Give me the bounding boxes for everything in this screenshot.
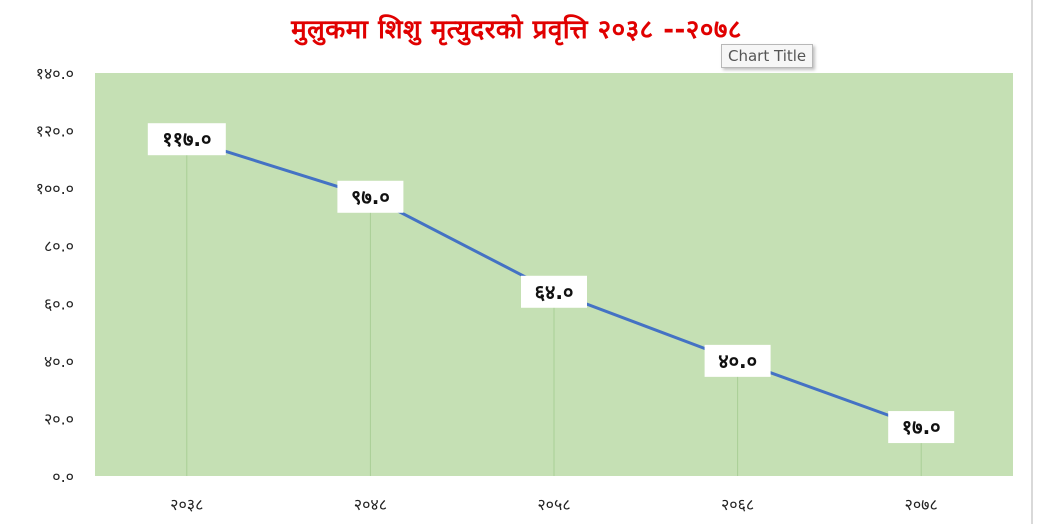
- data-label-box: [147, 123, 226, 156]
- y-tick-label: २०.०: [44, 409, 74, 428]
- y-tick-label: ४०.०: [44, 352, 74, 371]
- data-label: ९७.०: [351, 185, 390, 209]
- x-tick-label: २०७८: [905, 495, 938, 514]
- data-label-box: [888, 411, 955, 444]
- data-label-box: [521, 275, 587, 308]
- y-tick-label: १००.०: [36, 179, 74, 198]
- x-tick-label: २०४८: [354, 495, 387, 514]
- data-label: १७.०: [902, 415, 941, 439]
- chart-title-tooltip: Chart Title: [721, 44, 814, 68]
- x-tick-label: २०३८: [170, 495, 203, 514]
- y-tick-label: ६०.०: [44, 294, 74, 313]
- data-label: ४०.०: [718, 349, 757, 373]
- data-label-box: [337, 180, 404, 213]
- y-tick-label: १४०.०: [36, 64, 74, 83]
- x-axis: २०३८ २०४८ २०५८ २०६८ २०७८: [170, 495, 938, 514]
- y-tick-label: ८०.०: [44, 237, 74, 256]
- x-tick-label: २०५८: [537, 495, 570, 514]
- y-axis: ०.० २०.० ४०.० ६०.० ८०.० १००.० १२०.० १४०.०: [36, 64, 74, 486]
- y-tick-label: १२०.०: [36, 122, 74, 141]
- y-tick-label: ०.०: [52, 467, 74, 486]
- data-label-box: [704, 344, 771, 377]
- data-labels: ११७.० ९७.० ६४.० ४०.० १७.०: [147, 123, 955, 444]
- x-tick-label: २०६८: [721, 495, 754, 514]
- data-label: ११७.०: [162, 127, 211, 151]
- chart-title: मुलुकमा शिशु मृत्युदरको प्रवृत्ति २०३८ -…: [291, 15, 742, 45]
- drop-lines: [186, 139, 922, 476]
- data-label: ६४.०: [535, 280, 574, 304]
